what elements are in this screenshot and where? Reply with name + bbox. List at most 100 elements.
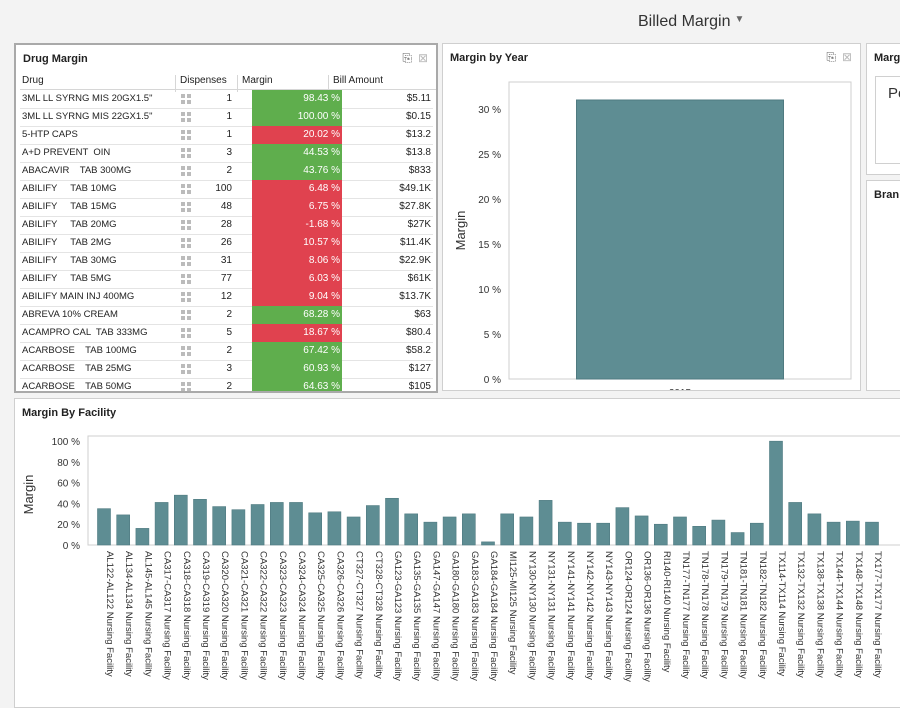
table-row[interactable]: A+D PREVENT OIN 3 44.53 % $13.8	[20, 144, 433, 163]
table-row[interactable]: ACARBOSE TAB 50MG 2 64.63 % $105	[20, 378, 433, 391]
bar	[749, 522, 764, 546]
cell-drug: ABILIFY TAB 15MG	[22, 201, 117, 212]
bar	[481, 541, 495, 546]
cell-dispenses: 3	[177, 360, 232, 378]
x-tick-label: OR136-OR136 Nursing Facility	[642, 551, 653, 682]
cell-dispenses: 3	[177, 144, 232, 162]
y-tick-label: 20 %	[57, 520, 80, 531]
bar	[596, 522, 611, 546]
bar	[385, 497, 399, 546]
table-row[interactable]: ABILIFY TAB 5MG 77 6.03 % $61K	[20, 270, 433, 289]
cell-bill-amount: $49.1K	[399, 183, 431, 194]
column-header-margin[interactable]: Margin	[242, 75, 273, 86]
bar	[826, 521, 841, 546]
dashboard-title: Billed Margin ▼	[638, 13, 744, 31]
y-tick-label: 0 %	[63, 541, 80, 552]
clear-filter-icon[interactable]: ⊠	[417, 51, 428, 65]
x-tick-label: NY131-NY131 Nursing Facility	[546, 551, 557, 680]
sparkline-icon	[181, 112, 191, 122]
bar	[308, 512, 323, 546]
x-tick-label: NY143-NY143 Nursing Facility	[603, 551, 614, 680]
cell-bill-amount: $61K	[407, 273, 431, 284]
bar	[404, 513, 419, 546]
y-tick-label: 0 %	[484, 375, 501, 386]
cell-dispenses-value: 28	[220, 219, 232, 230]
filter-icon[interactable]: ▼	[734, 14, 745, 25]
cell-dispenses: 31	[177, 252, 232, 270]
table-row[interactable]: ABACAVIR TAB 300MG 2 43.76 % $833	[20, 162, 433, 181]
bar	[576, 99, 784, 380]
sparkline-icon	[181, 382, 191, 391]
table-row[interactable]: ABILIFY TAB 15MG 48 6.75 % $27.8K	[20, 198, 433, 217]
table-row[interactable]: ACARBOSE TAB 25MG 3 60.93 % $127	[20, 360, 433, 379]
export-icon[interactable]: ⎘	[402, 51, 412, 65]
cell-dispenses-value: 26	[220, 237, 232, 248]
table-row[interactable]: 3ML LL SYRNG MIS 20GX1.5" 1 98.43 % $5.11	[20, 90, 433, 109]
bar	[673, 516, 687, 546]
x-tick-label: MI125-MI125 Nursing Facility	[507, 551, 518, 675]
bar	[461, 513, 476, 546]
cell-drug: ABREVA 10% CREAM	[22, 309, 118, 320]
table-row[interactable]: ABILIFY TAB 2MG 26 10.57 % $11.4K	[20, 234, 433, 253]
drug-margin-panel: Drug Margin ⎘ ⊠ Drug Dispenses Margin Bil…	[14, 43, 438, 393]
table-row[interactable]: ACARBOSE TAB 100MG 2 67.42 % $58.2	[20, 342, 433, 361]
margin-partial-card: Pe	[875, 76, 900, 164]
table-row[interactable]: 3ML LL SYRNG MIS 22GX1.5" 1 100.00 % $0.15	[20, 108, 433, 127]
cell-bill-amount: $833	[408, 165, 431, 176]
table-row[interactable]: ABILIFY TAB 10MG 100 6.48 % $49.1K	[20, 180, 433, 199]
cell-drug: ACARBOSE TAB 100MG	[22, 345, 137, 356]
x-tick-label: GA180-GA180 Nursing Facility	[450, 551, 461, 681]
cell-bill-amount: $11.4K	[400, 237, 431, 248]
column-header-dispenses[interactable]: Dispenses	[180, 75, 227, 86]
cell-bill-amount: $0.15	[405, 111, 431, 122]
x-tick-label: CT328-CT328 Nursing Facility	[373, 551, 384, 679]
cell-bill-amount: $127	[408, 363, 431, 374]
sparkline-icon	[181, 130, 191, 140]
sparkline-icon	[181, 202, 191, 212]
table-row[interactable]: ABILIFY TAB 30MG 31 8.06 % $22.9K	[20, 252, 433, 271]
margin-partial-title: Marg	[874, 52, 900, 64]
column-header-drug[interactable]: Drug	[22, 75, 44, 86]
table-row[interactable]: ABILIFY MAIN INJ 400MG 12 9.04 % $13.7K	[20, 288, 433, 307]
bar	[289, 502, 303, 546]
cell-dispenses: 77	[177, 270, 232, 288]
sparkline-icon	[181, 346, 191, 356]
cell-dispenses: 2	[177, 162, 232, 180]
drug-margin-title: Drug Margin	[23, 53, 88, 65]
bar	[423, 521, 438, 546]
bar	[500, 513, 515, 546]
y-tick-label: 100 %	[52, 437, 80, 448]
bar	[538, 500, 553, 546]
cell-bill-amount: $13.8	[405, 147, 431, 158]
cell-margin: 100.00 %	[252, 108, 342, 126]
x-tick-label: NY130-NY130 Nursing Facility	[526, 551, 537, 680]
table-row[interactable]: ABILIFY TAB 20MG 28 -1.68 % $27K	[20, 216, 433, 235]
x-tick-label: CA321-CA321 Nursing Facility	[238, 551, 249, 680]
bar	[154, 502, 169, 546]
column-header-bill-amount[interactable]: Bill Amount	[333, 75, 384, 86]
cell-margin: 8.06 %	[252, 252, 342, 270]
table-row[interactable]: ABREVA 10% CREAM 2 68.28 % $63	[20, 306, 433, 325]
y-tick-label: 60 %	[57, 479, 80, 490]
sparkline-icon	[181, 256, 191, 266]
y-tick-label: 25 %	[478, 150, 501, 161]
sparkline-icon	[181, 310, 191, 320]
dashboard-header: Billed Margin ▼	[0, 0, 900, 42]
bar	[270, 502, 284, 546]
table-row[interactable]: ACAMPRO CAL TAB 333MG 5 18.67 % $80.4	[20, 324, 433, 343]
cell-drug: 3ML LL SYRNG MIS 20GX1.5"	[22, 93, 153, 104]
table-row[interactable]: 5-HTP CAPS 1 20.02 % $13.2	[20, 126, 433, 145]
y-tick-label: 40 %	[57, 499, 80, 510]
bar	[231, 509, 246, 546]
bar	[557, 521, 572, 546]
y-tick-label: 20 %	[478, 195, 501, 206]
x-tick-label: AL134-AL134 Nursing Facility	[123, 551, 134, 677]
cell-bill-amount: $13.7K	[399, 291, 431, 302]
export-icon[interactable]: ⎘	[826, 50, 836, 64]
x-tick-label: TN179-TN179 Nursing Facility	[718, 551, 729, 679]
x-tick-label: TN182-TN182 Nursing Facility	[757, 551, 768, 679]
clear-filter-icon[interactable]: ⊠	[841, 50, 852, 64]
cell-margin: 18.67 %	[252, 324, 342, 342]
cell-bill-amount: $58.2	[405, 345, 431, 356]
margin-by-year-title: Margin by Year	[450, 52, 529, 64]
